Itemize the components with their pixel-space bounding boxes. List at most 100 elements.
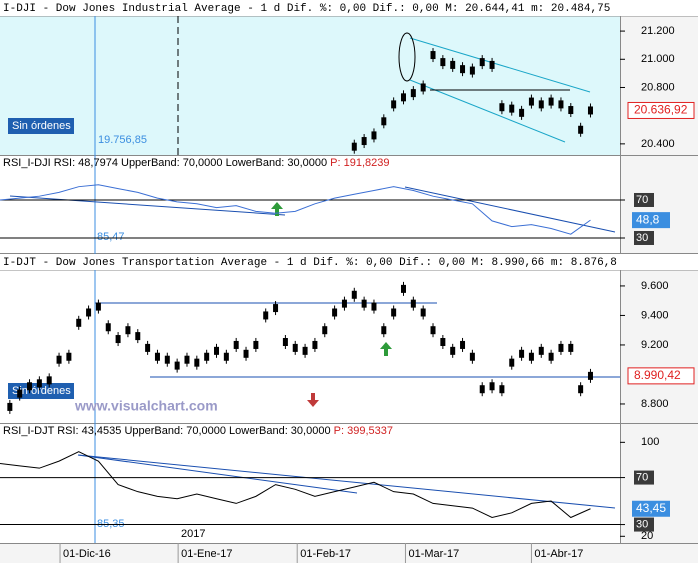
candle	[509, 358, 515, 367]
last-value-label: 48,8	[636, 212, 660, 226]
candle	[420, 83, 426, 92]
year-label: 2017	[181, 528, 205, 540]
y-tick-label: 20.400	[641, 138, 675, 150]
y-tick-label: 20.800	[641, 81, 675, 93]
candle	[361, 299, 367, 308]
candle	[410, 299, 416, 308]
candle	[430, 326, 436, 335]
candle	[302, 346, 308, 355]
candle	[469, 66, 475, 75]
y-tick-label: 9.200	[641, 339, 669, 351]
x-tick-label: 01-Ene-17	[181, 548, 232, 560]
candle	[312, 340, 318, 349]
band-badge	[634, 470, 654, 485]
candle	[509, 104, 515, 113]
band-badge	[634, 517, 654, 532]
candle	[46, 376, 52, 385]
status-text: Sin órdenes	[12, 385, 71, 397]
candle	[519, 349, 525, 358]
candle	[410, 89, 416, 98]
candle	[243, 349, 249, 358]
candle	[86, 308, 92, 317]
last-value-label: 43,45	[636, 501, 666, 515]
panel-background	[0, 16, 620, 155]
period-label: P: 399,5337	[334, 425, 393, 437]
status-badge	[8, 383, 74, 399]
candle	[381, 326, 387, 335]
y-tick-label: 70	[636, 194, 648, 206]
rsi-line	[0, 451, 591, 519]
candle	[371, 302, 377, 311]
candle	[528, 97, 534, 106]
candle	[164, 355, 170, 364]
x-axis-background	[0, 543, 698, 563]
cursor-value: 19.756,85	[98, 134, 147, 146]
candle	[440, 338, 446, 346]
cursor-value: 85,47	[97, 231, 125, 243]
last-value-badge	[632, 212, 670, 229]
candle	[371, 131, 377, 140]
last-value-badge	[632, 500, 670, 517]
panel-title: RSI_I-DJI RSI: 48,7974 UpperBand: 70,000…	[3, 157, 327, 169]
candle	[450, 60, 456, 69]
last-value-label: 8.990,42	[634, 368, 681, 382]
candle	[332, 308, 338, 317]
header-band	[0, 254, 698, 270]
band-badge	[634, 230, 654, 245]
y-tick-label: 21.000	[641, 53, 675, 65]
candle	[253, 340, 259, 349]
candle	[174, 361, 180, 370]
candle	[194, 358, 200, 367]
candle	[489, 60, 495, 69]
status-badge	[8, 118, 74, 134]
candle	[351, 290, 357, 299]
candle	[233, 340, 239, 349]
candle	[282, 338, 288, 346]
candle	[56, 355, 62, 364]
header-band	[0, 0, 698, 16]
candle	[17, 389, 23, 398]
y-tick-label: 100	[641, 436, 659, 448]
candle	[460, 340, 466, 349]
candle	[548, 97, 554, 106]
candle	[430, 51, 436, 60]
period-label: P: 191,8239	[330, 157, 389, 169]
candle	[489, 382, 495, 391]
last-value-label: 20.636,92	[634, 103, 688, 117]
candle	[578, 125, 584, 134]
candle	[519, 108, 525, 117]
candle	[499, 385, 505, 394]
candle	[7, 402, 13, 411]
candle	[351, 142, 357, 151]
panel-title: RSI_I-DJI RSI: 48,7974 UpperBand: 70,000…	[3, 157, 390, 169]
band-badge	[634, 192, 654, 207]
candle	[292, 343, 298, 352]
candle	[361, 137, 367, 146]
candle	[587, 106, 593, 115]
candle	[95, 302, 101, 311]
candle	[223, 352, 229, 361]
candle	[558, 100, 564, 109]
x-tick-label: 01-Dic-16	[63, 548, 111, 560]
candle	[115, 335, 121, 344]
candle	[105, 323, 111, 332]
candle	[460, 65, 466, 74]
y-tick-label: 21.200	[641, 25, 675, 37]
candle	[154, 352, 160, 361]
candle	[479, 385, 485, 394]
candle	[528, 352, 534, 361]
candle	[587, 371, 593, 380]
candle	[381, 117, 387, 126]
x-tick-label: 01-Feb-17	[300, 548, 351, 560]
last-value-badge	[627, 101, 695, 119]
candle	[568, 106, 574, 115]
y-tick-label: 9.600	[641, 280, 669, 292]
rsi-line	[0, 184, 591, 235]
candle	[538, 100, 544, 109]
candle	[568, 343, 574, 352]
panel-title: I-DJI - Dow Jones Industrial Average - 1…	[3, 3, 610, 15]
y-tick-label: 70	[636, 471, 648, 483]
candle	[135, 332, 141, 341]
candle	[400, 284, 406, 293]
